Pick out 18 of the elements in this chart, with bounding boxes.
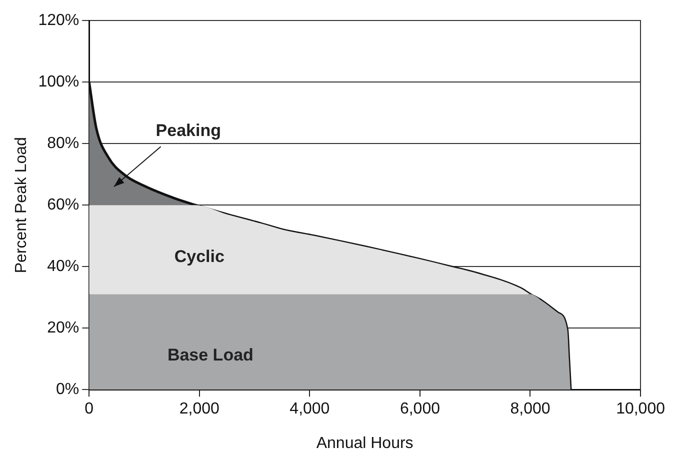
x-tick-label: 0 bbox=[84, 400, 94, 418]
series-label: Base Load bbox=[167, 345, 254, 364]
text: Peaking bbox=[156, 120, 221, 140]
x-tick-label: 10,000 bbox=[616, 400, 666, 418]
y-axis-title: Percent Peak Load bbox=[13, 137, 30, 274]
y-tick-label: 40% bbox=[47, 258, 80, 276]
y-tick-label: 20% bbox=[47, 320, 80, 337]
y-tick-label: 60% bbox=[47, 196, 80, 214]
x-tick-label: 2,000 bbox=[179, 400, 220, 418]
y-tick-label: 120% bbox=[38, 12, 80, 30]
x-tick-label: 8,000 bbox=[510, 400, 550, 418]
y-tick-label: 80% bbox=[47, 135, 80, 152]
x-tick-label: 6,000 bbox=[400, 400, 440, 418]
x-tick-label: 4,000 bbox=[290, 400, 330, 418]
y-tick-label: 100% bbox=[38, 74, 80, 91]
x-axis-title: Annual Hours bbox=[316, 434, 414, 452]
series-label: Cyclic bbox=[174, 247, 224, 266]
y-tick-label: 0% bbox=[56, 381, 80, 398]
